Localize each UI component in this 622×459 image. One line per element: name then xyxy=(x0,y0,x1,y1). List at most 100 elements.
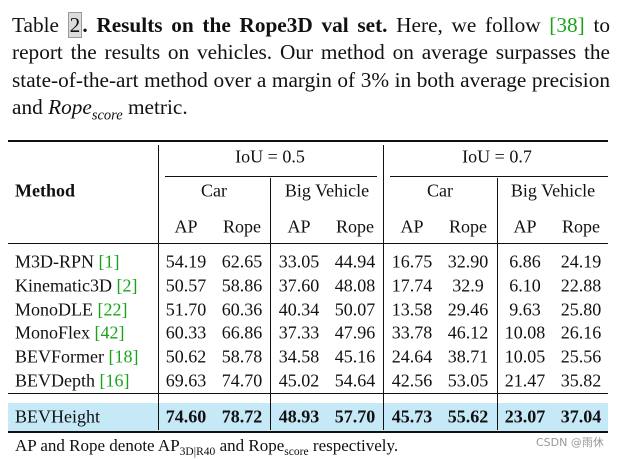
method-cell: BEVFormer [18] xyxy=(15,347,139,368)
group-header: IoU = 0.7 xyxy=(462,146,532,167)
column-header: Rope xyxy=(336,216,374,237)
value-cell: 23.07 xyxy=(504,406,546,427)
rule xyxy=(165,176,377,177)
value-cell: 60.33 xyxy=(165,322,207,343)
value-cell: 69.63 xyxy=(165,370,207,391)
citation[interactable]: [38] xyxy=(549,13,585,37)
watermark: CSDN @雨休 xyxy=(536,436,604,449)
footnote-text: Rope xyxy=(248,435,285,455)
group-header: Car xyxy=(427,180,453,201)
value-cell: 37.60 xyxy=(278,275,320,296)
value-cell: 21.47 xyxy=(504,370,546,391)
rule xyxy=(390,176,608,177)
citation[interactable]: [42] xyxy=(94,322,125,343)
value-cell: 44.94 xyxy=(334,251,376,272)
value-cell: 32.9 xyxy=(452,275,484,296)
method-cell: MonoFlex [42] xyxy=(15,323,125,344)
method-name: Kinematic3D xyxy=(15,275,112,296)
value-cell: 6.86 xyxy=(509,251,541,272)
citation[interactable]: [22] xyxy=(97,299,128,320)
group-header: Car xyxy=(201,180,227,201)
value-cell: 10.08 xyxy=(504,322,546,343)
value-cell: 45.16 xyxy=(334,346,376,367)
value-cell: 74.70 xyxy=(221,370,263,391)
caption-text: Here, we follow xyxy=(396,13,541,37)
value-cell: 9.63 xyxy=(509,299,541,320)
rule xyxy=(8,243,608,244)
value-cell: 66.86 xyxy=(221,322,263,343)
value-cell: 48.08 xyxy=(334,275,376,296)
method-name: MonoDLE xyxy=(15,299,93,320)
table-number: 2 xyxy=(67,12,83,38)
value-cell: 37.04 xyxy=(560,406,602,427)
column-header: AP xyxy=(513,216,537,237)
method-name: BEVHeight xyxy=(15,406,100,427)
method-cell: M3D-RPN [1] xyxy=(15,252,120,273)
footnote-sub: 3D|R40 xyxy=(179,445,216,459)
value-cell: 58.78 xyxy=(221,346,263,367)
value-cell: 33.05 xyxy=(278,251,320,272)
citation[interactable]: [2] xyxy=(116,275,138,296)
metric-sub: score xyxy=(91,107,123,124)
citation[interactable]: [18] xyxy=(108,346,139,367)
caption-text: metric. xyxy=(127,94,188,119)
value-cell: 42.56 xyxy=(391,370,433,391)
method-cell: BEVDepth [16] xyxy=(15,371,130,392)
value-cell: 60.36 xyxy=(221,299,263,320)
value-cell: 62.65 xyxy=(221,251,263,272)
value-cell: 50.62 xyxy=(165,346,207,367)
group-header: Big Vehicle xyxy=(510,180,596,201)
caption-text: to report the results on vehicles. Our m… xyxy=(12,13,611,119)
value-cell: 17.74 xyxy=(391,275,433,296)
value-cell: 50.07 xyxy=(334,299,376,320)
footnote-sub: score xyxy=(284,445,309,459)
footnote-text: and xyxy=(219,435,245,455)
caption-title: . Results on the Rope3D val set. xyxy=(82,13,388,37)
value-cell: 45.73 xyxy=(391,406,433,427)
value-cell: 50.57 xyxy=(165,275,207,296)
method-name: M3D-RPN xyxy=(15,251,95,272)
value-cell: 34.58 xyxy=(278,346,320,367)
value-cell: 53.05 xyxy=(447,370,489,391)
rule xyxy=(383,145,384,430)
value-cell: 40.34 xyxy=(278,299,320,320)
value-cell: 78.72 xyxy=(221,406,263,427)
rule xyxy=(8,393,608,394)
value-cell: 10.05 xyxy=(504,346,546,367)
group-header: IoU = 0.5 xyxy=(235,146,305,167)
column-header: Method xyxy=(15,180,75,201)
group-header: Big Vehicle xyxy=(284,180,370,201)
value-cell: 24.64 xyxy=(391,346,433,367)
value-cell: 54.64 xyxy=(334,370,376,391)
column-header: Rope xyxy=(562,216,600,237)
rule xyxy=(8,431,608,433)
value-cell: 45.02 xyxy=(278,370,320,391)
metric: Rope xyxy=(48,94,92,119)
rule xyxy=(270,178,271,430)
value-cell: 46.12 xyxy=(447,322,489,343)
citation[interactable]: [16] xyxy=(99,370,130,391)
value-cell: 38.71 xyxy=(447,346,489,367)
column-header: AP xyxy=(174,216,198,237)
footnote: AP and Rope denote AP3D|R40 and Ropescor… xyxy=(15,436,398,458)
value-cell: 24.19 xyxy=(560,251,602,272)
method-cell: Kinematic3D [2] xyxy=(15,275,137,296)
value-cell: 58.86 xyxy=(221,275,263,296)
value-cell: 37.33 xyxy=(278,322,320,343)
value-cell: 6.10 xyxy=(509,275,541,296)
caption: Table 2. Results on the Rope3D val set. … xyxy=(12,12,610,129)
footnote-text: AP xyxy=(157,435,180,455)
rule xyxy=(497,178,498,430)
value-cell: 25.80 xyxy=(560,299,602,320)
value-cell: 55.62 xyxy=(447,406,489,427)
value-cell: 57.70 xyxy=(334,406,376,427)
value-cell: 25.56 xyxy=(560,346,602,367)
value-cell: 33.78 xyxy=(391,322,433,343)
value-cell: 54.19 xyxy=(165,251,207,272)
citation[interactable]: [1] xyxy=(98,251,120,272)
rule xyxy=(158,145,159,430)
column-header: AP xyxy=(287,216,311,237)
value-cell: 16.75 xyxy=(391,251,433,272)
method-cell: MonoDLE [22] xyxy=(15,299,128,320)
